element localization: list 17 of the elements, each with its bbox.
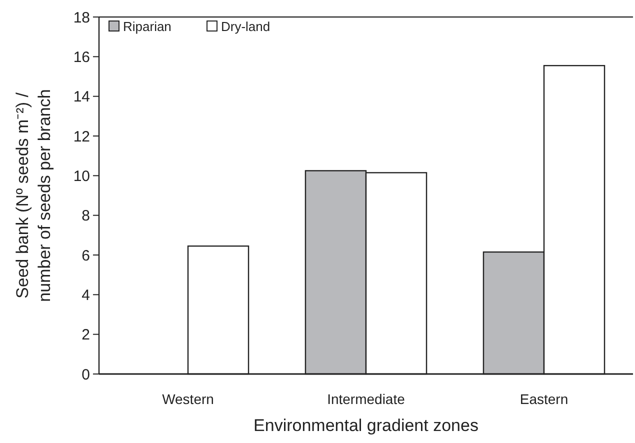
y-tick-label: 14	[73, 88, 90, 106]
y-tick-label: 10	[73, 168, 90, 185]
y-tick-label: 16	[73, 48, 90, 66]
y-tick-label: 2	[82, 326, 90, 344]
y-tick-label: 18	[73, 9, 90, 26]
legend-label: Dry-land	[221, 19, 270, 34]
y-axis-title: Seed bank (Nº seeds m⁻²) / number of seeds per branch	[13, 89, 54, 302]
y-tick-label: 0	[82, 366, 90, 384]
x-tick-label: Eastern	[520, 391, 568, 407]
y-tick-label: 6	[82, 247, 90, 264]
x-tick-label: Western	[162, 391, 214, 407]
y-tick-label: 12	[73, 128, 90, 146]
y-tick-label: 8	[82, 208, 90, 225]
x-axis-title: Environmental gradient zones	[254, 416, 478, 435]
x-tick-label: Intermediate	[327, 391, 406, 407]
y-tick-label: 4	[82, 286, 90, 304]
legend-label: Riparian	[123, 19, 172, 34]
